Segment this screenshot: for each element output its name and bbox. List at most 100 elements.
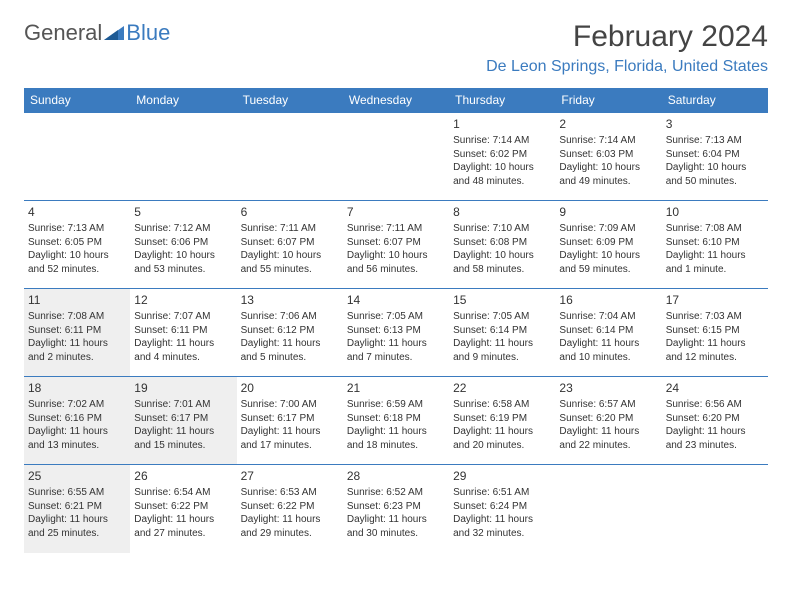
logo-text-1: General <box>24 20 102 46</box>
calendar-cell: 12Sunrise: 7:07 AMSunset: 6:11 PMDayligh… <box>130 289 236 377</box>
cell-text: Daylight: 10 hours <box>453 161 551 175</box>
calendar-cell: 9Sunrise: 7:09 AMSunset: 6:09 PMDaylight… <box>555 201 661 289</box>
cell-text: Sunrise: 7:05 AM <box>347 310 445 324</box>
cell-text: Sunset: 6:05 PM <box>28 236 126 250</box>
cell-text: Daylight: 11 hours <box>666 249 764 263</box>
weekday-header: Monday <box>130 88 236 113</box>
cell-text: Sunset: 6:07 PM <box>347 236 445 250</box>
calendar-cell: 18Sunrise: 7:02 AMSunset: 6:16 PMDayligh… <box>24 377 130 465</box>
cell-text: and 1 minute. <box>666 263 764 277</box>
calendar-cell: 6Sunrise: 7:11 AMSunset: 6:07 PMDaylight… <box>237 201 343 289</box>
cell-text: Sunrise: 7:01 AM <box>134 398 232 412</box>
calendar-row: 11Sunrise: 7:08 AMSunset: 6:11 PMDayligh… <box>24 289 768 377</box>
day-number: 20 <box>241 380 339 396</box>
day-number: 1 <box>453 116 551 132</box>
cell-text: Daylight: 11 hours <box>241 337 339 351</box>
cell-text: Sunset: 6:14 PM <box>453 324 551 338</box>
cell-text: Sunrise: 6:53 AM <box>241 486 339 500</box>
cell-text: and 48 minutes. <box>453 175 551 189</box>
cell-text: Sunrise: 7:05 AM <box>453 310 551 324</box>
calendar-cell: 4Sunrise: 7:13 AMSunset: 6:05 PMDaylight… <box>24 201 130 289</box>
calendar-cell: 7Sunrise: 7:11 AMSunset: 6:07 PMDaylight… <box>343 201 449 289</box>
cell-text: Daylight: 10 hours <box>559 161 657 175</box>
calendar-cell: 26Sunrise: 6:54 AMSunset: 6:22 PMDayligh… <box>130 465 236 553</box>
cell-text: Daylight: 10 hours <box>347 249 445 263</box>
day-number: 18 <box>28 380 126 396</box>
cell-text: Daylight: 11 hours <box>28 337 126 351</box>
cell-text: and 50 minutes. <box>666 175 764 189</box>
cell-text: Daylight: 10 hours <box>453 249 551 263</box>
calendar-cell: 29Sunrise: 6:51 AMSunset: 6:24 PMDayligh… <box>449 465 555 553</box>
cell-text: and 18 minutes. <box>347 439 445 453</box>
cell-text: and 25 minutes. <box>28 527 126 541</box>
cell-text: Daylight: 11 hours <box>347 513 445 527</box>
cell-text: Sunset: 6:07 PM <box>241 236 339 250</box>
cell-text: Sunrise: 7:10 AM <box>453 222 551 236</box>
calendar-cell <box>237 113 343 201</box>
cell-text: and 13 minutes. <box>28 439 126 453</box>
calendar-body: 1Sunrise: 7:14 AMSunset: 6:02 PMDaylight… <box>24 113 768 553</box>
cell-text: Sunset: 6:12 PM <box>241 324 339 338</box>
cell-text: and 4 minutes. <box>134 351 232 365</box>
month-title: February 2024 <box>486 20 768 54</box>
logo: General Blue <box>24 20 170 46</box>
cell-text: and 32 minutes. <box>453 527 551 541</box>
cell-text: and 12 minutes. <box>666 351 764 365</box>
cell-text: Sunrise: 6:59 AM <box>347 398 445 412</box>
cell-text: and 53 minutes. <box>134 263 232 277</box>
cell-text: Sunrise: 6:58 AM <box>453 398 551 412</box>
day-number: 15 <box>453 292 551 308</box>
cell-text: and 17 minutes. <box>241 439 339 453</box>
calendar-cell: 17Sunrise: 7:03 AMSunset: 6:15 PMDayligh… <box>662 289 768 377</box>
cell-text: Sunrise: 7:13 AM <box>28 222 126 236</box>
calendar-row: 25Sunrise: 6:55 AMSunset: 6:21 PMDayligh… <box>24 465 768 553</box>
calendar-cell: 15Sunrise: 7:05 AMSunset: 6:14 PMDayligh… <box>449 289 555 377</box>
cell-text: and 55 minutes. <box>241 263 339 277</box>
weekday-header: Tuesday <box>237 88 343 113</box>
cell-text: Daylight: 11 hours <box>241 425 339 439</box>
cell-text: Sunset: 6:16 PM <box>28 412 126 426</box>
title-block: February 2024 De Leon Springs, Florida, … <box>486 20 768 76</box>
cell-text: and 52 minutes. <box>28 263 126 277</box>
cell-text: Daylight: 10 hours <box>559 249 657 263</box>
day-number: 13 <box>241 292 339 308</box>
calendar-cell: 3Sunrise: 7:13 AMSunset: 6:04 PMDaylight… <box>662 113 768 201</box>
calendar-cell: 23Sunrise: 6:57 AMSunset: 6:20 PMDayligh… <box>555 377 661 465</box>
cell-text: Daylight: 11 hours <box>134 337 232 351</box>
cell-text: and 10 minutes. <box>559 351 657 365</box>
calendar-cell: 1Sunrise: 7:14 AMSunset: 6:02 PMDaylight… <box>449 113 555 201</box>
cell-text: Sunrise: 7:08 AM <box>28 310 126 324</box>
calendar-cell: 16Sunrise: 7:04 AMSunset: 6:14 PMDayligh… <box>555 289 661 377</box>
cell-text: Sunrise: 7:13 AM <box>666 134 764 148</box>
day-number: 2 <box>559 116 657 132</box>
logo-triangle-icon <box>104 20 124 46</box>
cell-text: Sunset: 6:08 PM <box>453 236 551 250</box>
day-number: 24 <box>666 380 764 396</box>
calendar-cell: 21Sunrise: 6:59 AMSunset: 6:18 PMDayligh… <box>343 377 449 465</box>
cell-text: Sunrise: 7:12 AM <box>134 222 232 236</box>
cell-text: Daylight: 11 hours <box>134 425 232 439</box>
cell-text: Sunrise: 6:54 AM <box>134 486 232 500</box>
cell-text: Sunset: 6:17 PM <box>134 412 232 426</box>
calendar-table: Sunday Monday Tuesday Wednesday Thursday… <box>24 88 768 553</box>
cell-text: and 49 minutes. <box>559 175 657 189</box>
cell-text: Sunset: 6:06 PM <box>134 236 232 250</box>
cell-text: Sunset: 6:13 PM <box>347 324 445 338</box>
location: De Leon Springs, Florida, United States <box>486 58 768 76</box>
weekday-header: Friday <box>555 88 661 113</box>
calendar-cell <box>24 113 130 201</box>
cell-text: and 56 minutes. <box>347 263 445 277</box>
weekday-header: Thursday <box>449 88 555 113</box>
cell-text: Daylight: 10 hours <box>241 249 339 263</box>
cell-text: Sunset: 6:04 PM <box>666 148 764 162</box>
day-number: 19 <box>134 380 232 396</box>
cell-text: Sunset: 6:21 PM <box>28 500 126 514</box>
cell-text: and 2 minutes. <box>28 351 126 365</box>
cell-text: Sunset: 6:15 PM <box>666 324 764 338</box>
cell-text: Daylight: 11 hours <box>347 425 445 439</box>
cell-text: Sunset: 6:11 PM <box>134 324 232 338</box>
day-number: 7 <box>347 204 445 220</box>
cell-text: Daylight: 10 hours <box>134 249 232 263</box>
cell-text: Sunset: 6:03 PM <box>559 148 657 162</box>
cell-text: Daylight: 11 hours <box>666 425 764 439</box>
